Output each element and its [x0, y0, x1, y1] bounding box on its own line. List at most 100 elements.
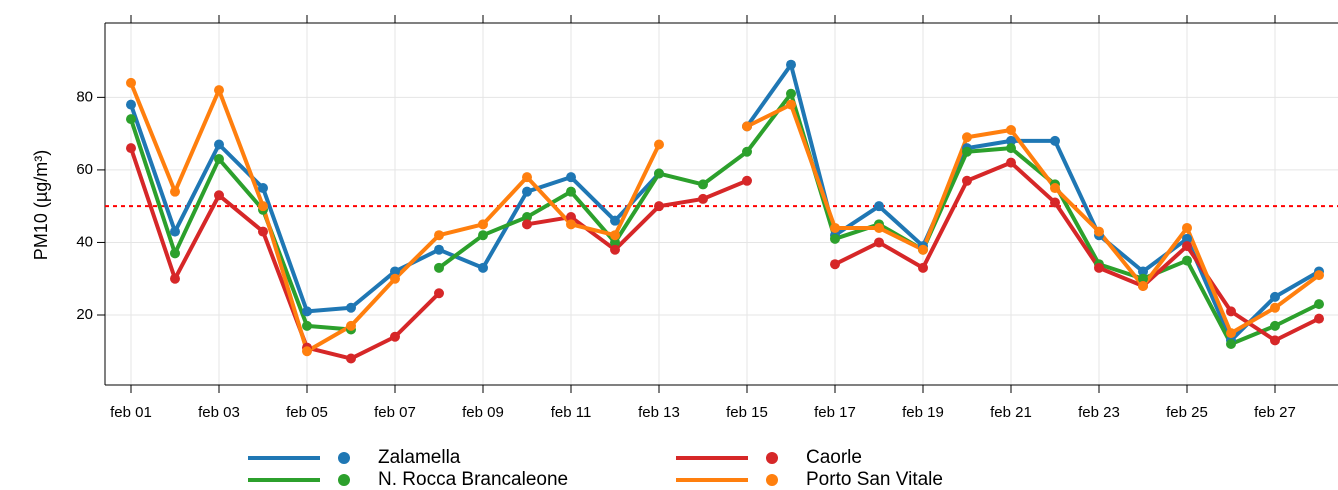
- data-point: [346, 302, 356, 313]
- legend-marker: [338, 452, 350, 464]
- y-tick-label: 40: [76, 233, 93, 250]
- data-point: [1314, 270, 1324, 281]
- data-point: [742, 175, 752, 186]
- x-tick-label: feb 11: [551, 404, 592, 421]
- data-point: [566, 212, 576, 223]
- data-point: [1050, 197, 1060, 208]
- data-point: [698, 179, 708, 190]
- legend-marker: [766, 474, 778, 486]
- data-point: [302, 320, 312, 331]
- data-point: [478, 230, 488, 241]
- x-tick-label: feb 09: [462, 404, 504, 421]
- data-point: [1270, 302, 1280, 313]
- y-axis-label: PM10 (µg/m³): [31, 150, 51, 260]
- data-point: [654, 168, 664, 179]
- data-point: [786, 99, 796, 110]
- data-point: [1182, 233, 1192, 244]
- data-point: [654, 139, 664, 150]
- data-point: [126, 99, 136, 110]
- data-point: [478, 219, 488, 230]
- data-point: [962, 132, 972, 143]
- data-point: [214, 154, 224, 165]
- legend-label: Caorle: [806, 447, 862, 468]
- data-point: [1138, 280, 1148, 291]
- data-point: [434, 262, 444, 273]
- data-point: [918, 262, 928, 273]
- legend-label: N. Rocca Brancaleone: [378, 469, 568, 490]
- data-point: [214, 139, 224, 150]
- data-point: [258, 201, 268, 212]
- data-point: [1138, 266, 1148, 277]
- data-point: [610, 230, 620, 241]
- data-point: [610, 215, 620, 226]
- series-line: [745, 62, 1320, 343]
- data-point: [170, 186, 180, 197]
- data-point: [1182, 222, 1192, 233]
- data-point: [566, 186, 576, 197]
- data-point: [302, 346, 312, 357]
- data-point: [126, 77, 136, 88]
- data-point: [1094, 262, 1104, 273]
- data-point: [434, 288, 444, 299]
- data-point: [1226, 306, 1236, 317]
- data-point: [610, 237, 620, 248]
- series-line: [129, 147, 441, 361]
- x-tick-label: feb 19: [902, 404, 944, 421]
- data-point: [698, 193, 708, 204]
- legend-marker: [766, 452, 778, 464]
- x-tick-label: feb 27: [1254, 404, 1296, 421]
- y-tick-label: 80: [76, 88, 93, 105]
- data-point: [522, 219, 532, 230]
- data-point: [566, 172, 576, 183]
- x-tick-label: feb 23: [1078, 404, 1120, 421]
- x-tick-label: feb 07: [374, 404, 416, 421]
- data-point: [126, 143, 136, 154]
- data-point: [214, 190, 224, 201]
- data-point: [390, 331, 400, 342]
- legend-label: Porto San Vitale: [806, 469, 943, 490]
- x-tick-label: feb 03: [198, 404, 240, 421]
- data-point: [170, 226, 180, 237]
- data-point: [258, 183, 268, 194]
- x-tick-label: feb 21: [990, 404, 1032, 421]
- data-point: [1270, 291, 1280, 302]
- data-point: [1050, 135, 1060, 146]
- data-point: [1182, 255, 1192, 266]
- data-point: [522, 172, 532, 183]
- data-point: [170, 248, 180, 259]
- legend-marker: [338, 474, 350, 486]
- data-point: [1270, 320, 1280, 331]
- data-point: [1182, 241, 1192, 252]
- data-point: [126, 114, 136, 125]
- data-point: [434, 230, 444, 241]
- data-point: [962, 146, 972, 157]
- y-tick-label: 20: [76, 306, 93, 323]
- data-point: [1226, 339, 1236, 350]
- series-line: [834, 160, 1320, 343]
- data-point: [434, 244, 444, 255]
- data-point: [1006, 143, 1016, 154]
- x-tick-label: feb 17: [814, 404, 856, 421]
- data-point: [654, 201, 664, 212]
- data-point: [346, 353, 356, 364]
- legend-label: Zalamella: [378, 447, 461, 468]
- data-point: [874, 237, 884, 248]
- x-tick-label: feb 01: [110, 404, 152, 421]
- y-tick-label: 60: [76, 161, 93, 178]
- data-point: [170, 273, 180, 284]
- data-point: [786, 59, 796, 70]
- data-point: [1314, 299, 1324, 310]
- data-point: [742, 146, 752, 157]
- data-point: [214, 85, 224, 96]
- data-point: [962, 175, 972, 186]
- data-point: [1094, 226, 1104, 237]
- x-tick-label: feb 13: [638, 404, 680, 421]
- data-point: [302, 306, 312, 317]
- series-line: [746, 102, 1321, 336]
- data-point: [1314, 313, 1324, 324]
- x-tick-label: feb 15: [726, 404, 768, 421]
- x-tick-label: feb 05: [286, 404, 328, 421]
- data-point: [1006, 125, 1016, 136]
- data-point: [522, 186, 532, 197]
